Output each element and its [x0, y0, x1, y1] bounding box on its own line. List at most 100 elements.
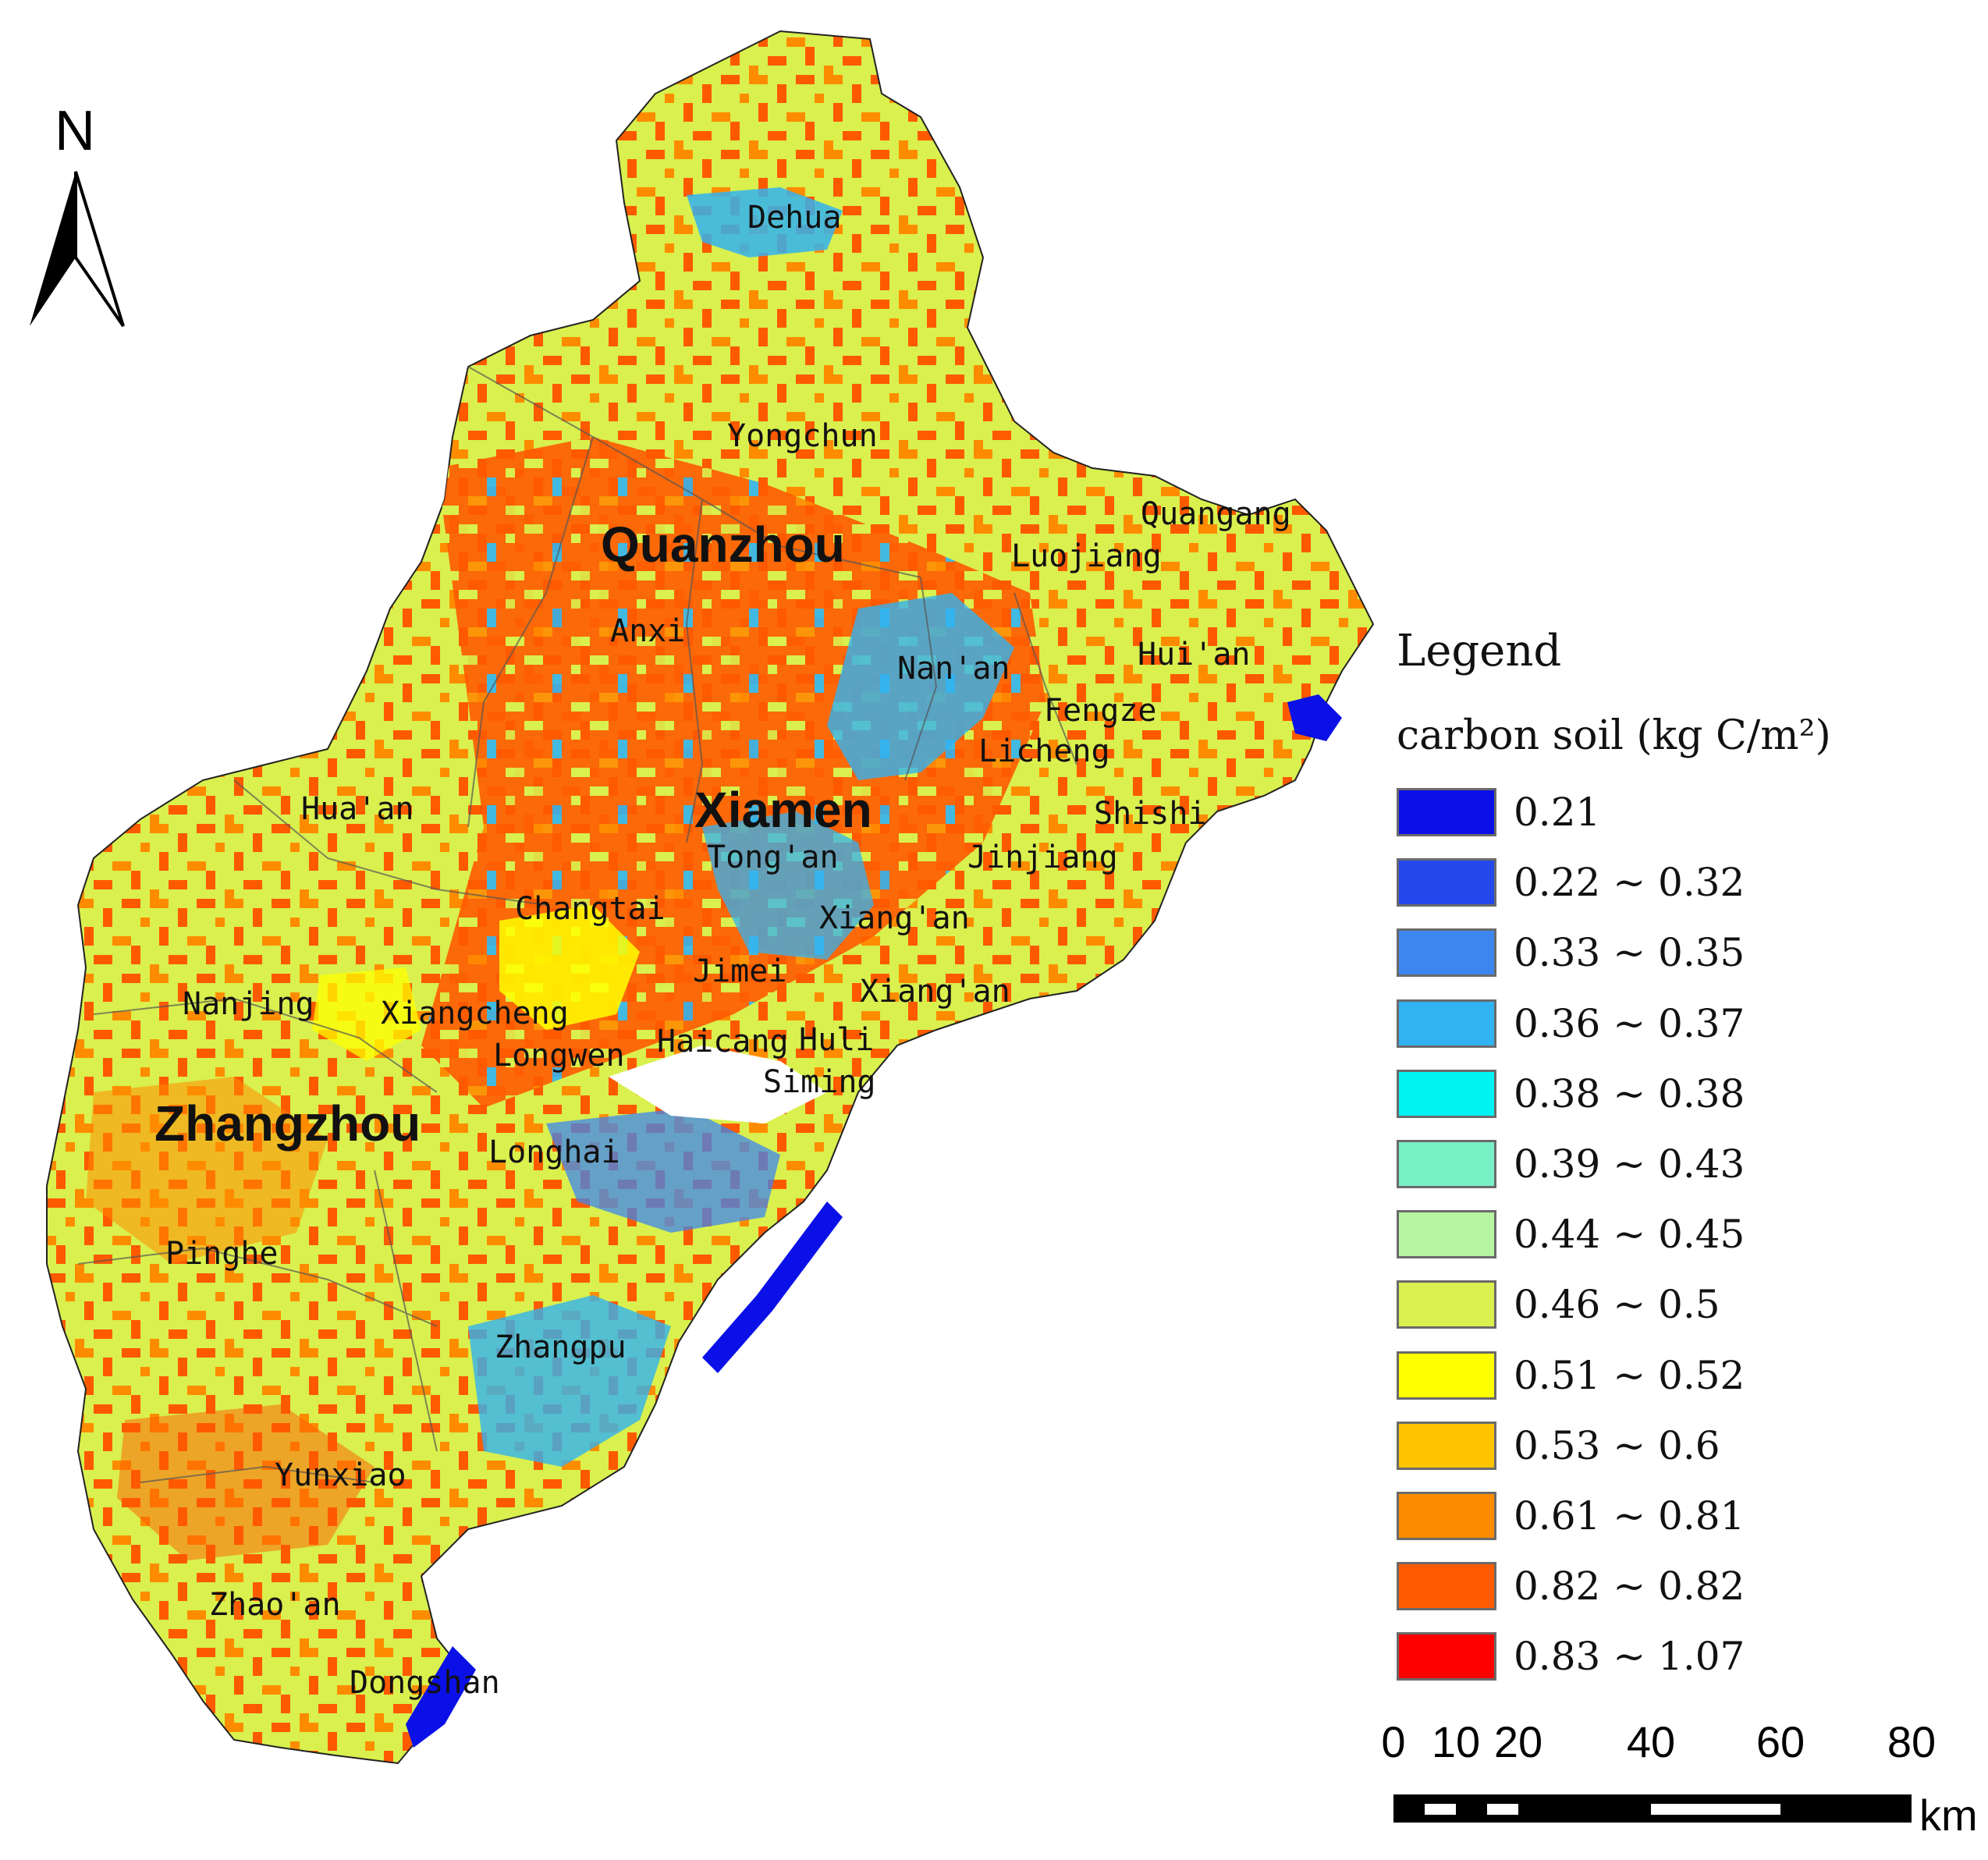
- place-label: Fengze: [1044, 693, 1157, 729]
- zone-yellow-nanjing: [312, 967, 421, 1061]
- legend-item: 0.39 ~ 0.43: [1397, 1129, 1974, 1199]
- place-label: Xiang'an: [819, 900, 970, 936]
- legend-item: 0.51 ~ 0.52: [1397, 1340, 1974, 1411]
- place-label: Shishi: [1094, 796, 1207, 832]
- legend-swatch: [1397, 928, 1496, 978]
- legend-label: 0.22 ~ 0.32: [1514, 860, 1745, 906]
- place-label: Yunxiao: [275, 1457, 406, 1493]
- place-label: Dehua: [747, 200, 841, 236]
- coastal-strip-zhangpu: [702, 1202, 843, 1373]
- place-label: Zhangpu: [495, 1329, 627, 1365]
- legend-swatch: [1397, 1140, 1496, 1189]
- zone-orange-yunxiao: [117, 1404, 375, 1560]
- zone-blue-tongan: [702, 811, 874, 960]
- legend-label: 0.39 ~ 0.43: [1514, 1141, 1745, 1187]
- zone-orange-zhangzhou: [86, 1077, 328, 1264]
- city-label-quanzhou: Quanzhou: [601, 516, 845, 573]
- legend-label: 0.46 ~ 0.5: [1514, 1282, 1720, 1328]
- legend-item: 0.46 ~ 0.5: [1397, 1269, 1974, 1340]
- scale-tick-label: 80: [1887, 1717, 1937, 1766]
- place-label: Siming: [763, 1064, 876, 1100]
- legend-label: 0.21: [1514, 790, 1601, 836]
- legend-item: 0.38 ~ 0.38: [1397, 1059, 1974, 1129]
- place-label: Haicang: [657, 1024, 789, 1060]
- place-label: Longwen: [493, 1038, 625, 1074]
- zone-blue-dehua: [687, 187, 843, 257]
- legend-swatch: [1397, 1210, 1496, 1259]
- legend-swatch: [1397, 1491, 1496, 1540]
- place-label: Longhai: [488, 1134, 620, 1170]
- place-label: Licheng: [978, 733, 1110, 769]
- legend-label: 0.44 ~ 0.45: [1514, 1212, 1745, 1258]
- scale-bar-segment: [1487, 1804, 1518, 1815]
- legend-label: 0.61 ~ 0.81: [1514, 1493, 1745, 1539]
- scale-tick-label: 60: [1755, 1717, 1805, 1766]
- zone-blue-zhangpu: [468, 1295, 671, 1467]
- place-label: Pinghe: [165, 1236, 279, 1272]
- legend-item: 0.22 ~ 0.32: [1397, 847, 1974, 918]
- coastal-strip-dongshan: [406, 1646, 476, 1748]
- legend-label: 0.82 ~ 0.82: [1514, 1564, 1745, 1610]
- scale-bar-segment: [1425, 1804, 1456, 1815]
- place-label: Changtai: [515, 891, 666, 927]
- city-label-zhangzhou: Zhangzhou: [154, 1095, 421, 1152]
- place-label: Tong'an: [707, 839, 839, 875]
- legend-item: 0.44 ~ 0.45: [1397, 1199, 1974, 1269]
- place-label: Quangang: [1141, 496, 1291, 532]
- soil-carbon-zones: [86, 187, 1045, 1560]
- legend-item: 0.36 ~ 0.37: [1397, 989, 1974, 1059]
- legend-item: 0.53 ~ 0.6: [1397, 1411, 1974, 1481]
- legend-title: Legend: [1397, 626, 1562, 676]
- legend-label: 0.51 ~ 0.52: [1514, 1352, 1745, 1398]
- scale-tick-label: 0: [1381, 1717, 1406, 1766]
- legend-label: 0.53 ~ 0.6: [1514, 1422, 1720, 1468]
- place-label: Luojiang: [1011, 538, 1162, 574]
- legend-item: 0.82 ~ 0.82: [1397, 1551, 1974, 1621]
- place-label: Yongchun: [727, 418, 878, 454]
- place-label: Xiang'an: [860, 974, 1010, 1010]
- legend-swatch: [1397, 858, 1496, 907]
- place-label: Nanjing: [183, 986, 314, 1022]
- scale-tick-label: 40: [1626, 1717, 1676, 1766]
- legend-swatch: [1397, 1421, 1496, 1470]
- legend-label: 0.36 ~ 0.37: [1514, 1000, 1745, 1046]
- legend-item: 0.21: [1397, 777, 1974, 847]
- legend: Legend carbon soil (kg C/m²) 0.21 0.22 ~ …: [1397, 624, 1974, 1691]
- north-arrow: N: [30, 100, 125, 328]
- district-boundaries: [77, 366, 1077, 1483]
- legend-subtitle: carbon soil (kg C/m²): [1397, 712, 1831, 759]
- place-label: Hua'an: [301, 791, 414, 827]
- zone-blue-longhai: [546, 1108, 780, 1233]
- legend-item: 0.33 ~ 0.35: [1397, 918, 1974, 988]
- legend-swatch: [1397, 1351, 1496, 1400]
- place-label: Nan'an: [897, 651, 1010, 687]
- scale-tick-label: 20: [1493, 1717, 1543, 1766]
- scale-tick-label: 10: [1431, 1717, 1481, 1766]
- legend-label: 0.83 ~ 1.07: [1514, 1634, 1745, 1680]
- zone-white-xiamen-bay: [609, 1045, 827, 1123]
- legend-swatch: [1397, 1562, 1496, 1611]
- north-arrow-right-icon: [74, 171, 125, 328]
- place-label: Jinjiang: [967, 839, 1118, 875]
- legend-swatch: [1397, 1632, 1496, 1681]
- legend-label: 0.33 ~ 0.35: [1514, 930, 1745, 976]
- place-label: Anxi: [610, 613, 685, 649]
- place-label: Xiangcheng: [381, 996, 569, 1031]
- scale-bar-segment: [1651, 1804, 1780, 1815]
- north-label: N: [55, 100, 95, 162]
- legend-swatch: [1397, 1280, 1496, 1329]
- legend-swatch: [1397, 1069, 1496, 1118]
- zone-blue-nanan: [827, 593, 1014, 780]
- place-label: Huli: [799, 1022, 874, 1058]
- legend-label: 0.38 ~ 0.38: [1514, 1070, 1745, 1116]
- north-arrow-left-icon: [30, 172, 76, 326]
- place-label: Dongshan: [350, 1665, 500, 1701]
- place-label: Zhao'an: [209, 1587, 341, 1623]
- zone-yellow-changtai: [499, 905, 640, 1030]
- legend-item: 0.61 ~ 0.81: [1397, 1481, 1974, 1551]
- scale-unit: km: [1919, 1791, 1978, 1840]
- place-labels: Dehua Yongchun Quangang Luojiang Anxi Hu…: [165, 200, 1291, 1701]
- legend-swatch: [1397, 999, 1496, 1048]
- place-label: Hui'an: [1138, 637, 1251, 673]
